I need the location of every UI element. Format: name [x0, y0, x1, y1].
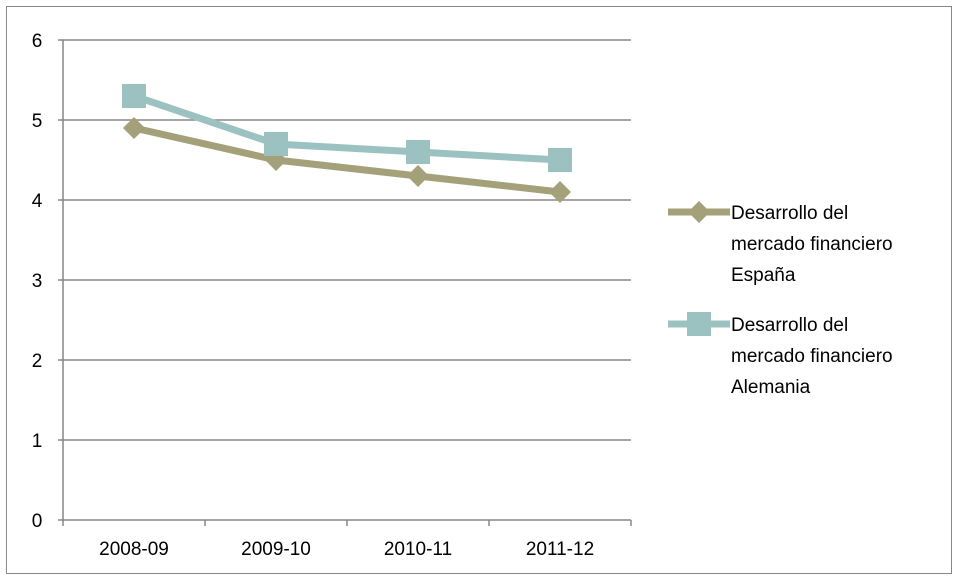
x-tick-label: 2011-12 [526, 539, 594, 560]
series-line [132, 92, 561, 164]
y-tick-label: 2 [32, 351, 43, 372]
x-tick-label: 2008-09 [99, 539, 169, 560]
legend-marker [687, 312, 711, 336]
legend-marker [688, 201, 710, 223]
legend-entry-2: Desarrollo del mercado financiero Alemania [668, 312, 893, 398]
y-tick-label: 6 [32, 31, 43, 52]
data-point [123, 117, 145, 139]
data-point [407, 165, 429, 187]
legend-label: Desarrollo del mercado financiero Alemania [731, 315, 893, 398]
series-2 [122, 84, 572, 172]
data-point [549, 181, 571, 203]
series-1 [123, 117, 571, 203]
y-tick-label: 0 [32, 511, 43, 532]
data-point [548, 148, 572, 172]
x-tick-label: 2010-11 [384, 539, 452, 560]
y-tick-label: 3 [32, 271, 43, 292]
x-tick-label: 2009-10 [241, 539, 311, 560]
x-axis-tick-labels: 2008-09 2009-10 2010-11 2011-12 [99, 539, 594, 560]
data-point [406, 140, 430, 164]
y-axis-tick-labels: 0 1 2 3 4 5 6 [32, 31, 43, 532]
data-point [122, 84, 146, 108]
series-layer [122, 84, 572, 203]
y-tick-label: 5 [32, 111, 43, 132]
data-point [264, 132, 288, 156]
legend-entry-1: Desarrollo del mercado financiero España [668, 201, 893, 286]
chart-frame [6, 6, 952, 574]
y-tick-label: 4 [32, 191, 43, 212]
legend: Desarrollo del mercado financiero España De… [668, 201, 893, 398]
legend-label: Desarrollo del mercado financiero España [731, 203, 893, 286]
series-line [133, 124, 561, 196]
gridlines [63, 39, 631, 441]
y-tick-label: 1 [32, 431, 43, 452]
axes [58, 39, 632, 526]
